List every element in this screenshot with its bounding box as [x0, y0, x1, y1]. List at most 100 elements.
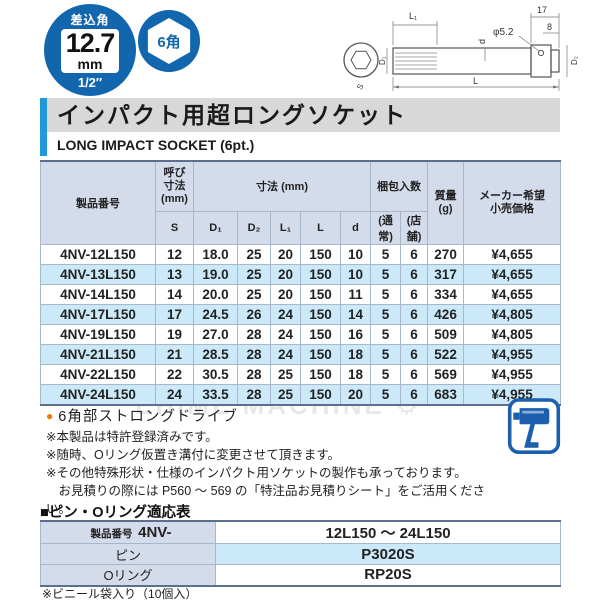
price-cell: ¥4,655 — [463, 243, 562, 265]
value-cell: 25 — [270, 363, 301, 385]
hex-badge-label: 6角 — [157, 34, 181, 51]
value-cell: 10 — [339, 263, 372, 285]
product-number-cell: 4NV-13L150 — [40, 263, 156, 285]
value-cell: 28.5 — [193, 343, 238, 365]
value-cell: 20.0 — [193, 283, 238, 305]
feature-label: 6角部ストロングドライブ — [58, 409, 238, 425]
value-cell: 6 — [400, 343, 429, 365]
price-cell: ¥4,655 — [463, 263, 562, 285]
drive-size-unit: mm — [77, 56, 103, 72]
oring-label: Oリング — [40, 564, 216, 586]
value-cell: 24 — [270, 323, 301, 345]
value-cell: 28 — [237, 363, 271, 385]
hex-point-badge: 6角 — [138, 10, 200, 72]
impact-wrench-icon — [507, 398, 561, 454]
value-cell: 5 — [370, 343, 402, 365]
value-cell: 6 — [400, 263, 429, 285]
pin-product-label-big: 4NV- — [138, 524, 172, 541]
value-cell: 5 — [370, 323, 402, 345]
note-line: ※その他特殊形状・仕様のインパクト用ソケットの製作も承っております。 — [46, 466, 467, 480]
value-cell: 6 — [400, 323, 429, 345]
value-cell: 28 — [237, 383, 271, 405]
value-cell: 18 — [339, 363, 372, 385]
header-block: インパクト用超ロングソケット LONG IMPACT SOCKET (6pt.) — [40, 98, 560, 156]
col-header-mass: 質量 (g) — [427, 160, 465, 245]
page-subtitle: LONG IMPACT SOCKET (6pt.) — [57, 137, 255, 153]
value-cell: 5 — [370, 283, 402, 305]
footer-note: ※ビニール袋入り（10個入） — [42, 587, 198, 600]
spec-table-row: 4NV-22L150 22 30.5 28 25 150 18 5 6 569 ¥4,955 — [40, 363, 562, 385]
value-cell: 20 — [339, 383, 372, 405]
value-cell: 317 — [427, 263, 465, 285]
note-line: ※随時、Oリング仮置き溝付に変更させて頂きます。 — [46, 448, 340, 462]
value-cell: 150 — [300, 343, 341, 365]
value-cell: 569 — [427, 363, 465, 385]
pin-table-heading: ■ピン・Oリング適応表 — [40, 505, 191, 521]
value-cell: 21 — [155, 343, 194, 365]
value-cell: 5 — [370, 263, 402, 285]
value-cell: 5 — [370, 243, 402, 265]
price-cell: ¥4,805 — [463, 303, 562, 325]
value-cell: 10 — [339, 243, 372, 265]
col-header-packing: 梱包入数 — [370, 160, 429, 212]
value-cell: 5 — [370, 383, 402, 405]
value-cell: 334 — [427, 283, 465, 305]
value-cell: 6 — [400, 363, 429, 385]
value-cell: 683 — [427, 383, 465, 405]
sub-header-l: L — [300, 210, 341, 245]
value-cell: 150 — [300, 283, 341, 305]
pin-product-label: 製品番号 4NV- — [40, 520, 216, 544]
pin-table-row: Oリング RP20S — [40, 564, 561, 586]
value-cell: 25 — [270, 383, 301, 405]
value-cell: 25 — [237, 263, 271, 285]
product-number-cell: 4NV-14L150 — [40, 283, 156, 305]
value-cell: 6 — [400, 283, 429, 305]
pin-oring-table: 製品番号 4NV- 12L150 〜 24L150 ピン P3020S Oリング… — [40, 520, 561, 587]
drive-size-badge: 差込角 12.7 mm 1/2″ — [44, 4, 136, 96]
value-cell: 6 — [400, 383, 429, 405]
product-number-cell: 4NV-24L150 — [40, 383, 156, 405]
technical-drawing: S L₁ 17 8 φ5.2 d L — [343, 5, 579, 91]
sub-header-d2: D₂ — [237, 210, 271, 245]
value-cell: 12 — [155, 243, 194, 265]
spec-table-row: 4NV-12L150 12 18.0 25 20 150 10 5 6 270 ¥4,655 — [40, 243, 562, 265]
value-cell: 150 — [300, 263, 341, 285]
value-cell: 20 — [270, 263, 301, 285]
product-number-cell: 4NV-19L150 — [40, 323, 156, 345]
pin-table-row: 製品番号 4NV- 12L150 〜 24L150 — [40, 520, 561, 544]
value-cell: 24.5 — [193, 303, 238, 325]
spec-table-row: 4NV-19L150 19 27.0 28 24 150 16 5 6 509 ¥4,805 — [40, 323, 562, 345]
price-cell: ¥4,955 — [463, 343, 562, 365]
value-cell: 30.5 — [193, 363, 238, 385]
value-cell: 150 — [300, 363, 341, 385]
spec-table-body: 4NV-12L150 12 18.0 25 20 150 10 5 6 270 ¥4,655 4NV-… — [40, 243, 562, 405]
value-cell: 426 — [427, 303, 465, 325]
value-cell: 13 — [155, 263, 194, 285]
price-cell: ¥4,655 — [463, 283, 562, 305]
dim-d-label: d — [477, 39, 487, 44]
value-cell: 14 — [155, 283, 194, 305]
value-cell: 28 — [237, 323, 271, 345]
dim-l1-label: L₁ — [409, 11, 417, 21]
note-line: ※本製品は特許登録済みです。 — [46, 430, 218, 444]
value-cell: 25 — [237, 283, 271, 305]
value-cell: 522 — [427, 343, 465, 365]
value-cell: 18 — [339, 343, 372, 365]
dim-l-label: L — [473, 76, 478, 86]
value-cell: 509 — [427, 323, 465, 345]
value-cell: 22 — [155, 363, 194, 385]
price-cell: ¥4,955 — [463, 363, 562, 385]
dim-s-label: S — [355, 82, 365, 91]
spec-table-row: 4NV-14L150 14 20.0 25 20 150 11 5 6 334 ¥4,655 — [40, 283, 562, 305]
product-number-cell: 4NV-17L150 — [40, 303, 156, 325]
spec-table-row: 4NV-13L150 13 19.0 25 20 150 10 5 6 317 ¥4,655 — [40, 263, 562, 285]
value-cell: 33.5 — [193, 383, 238, 405]
col-header-nominal: 呼び 寸法 (mm) — [155, 160, 194, 212]
spec-table-row: 4NV-24L150 24 33.5 28 25 150 20 5 6 683 ¥4,955 — [40, 383, 562, 405]
value-cell: 14 — [339, 303, 372, 325]
value-cell: 28 — [237, 343, 271, 365]
pin-product-label-small: 製品番号 — [90, 528, 133, 540]
dim-17-label: 17 — [537, 5, 547, 15]
price-cell: ¥4,805 — [463, 323, 562, 345]
value-cell: 25 — [237, 243, 271, 265]
